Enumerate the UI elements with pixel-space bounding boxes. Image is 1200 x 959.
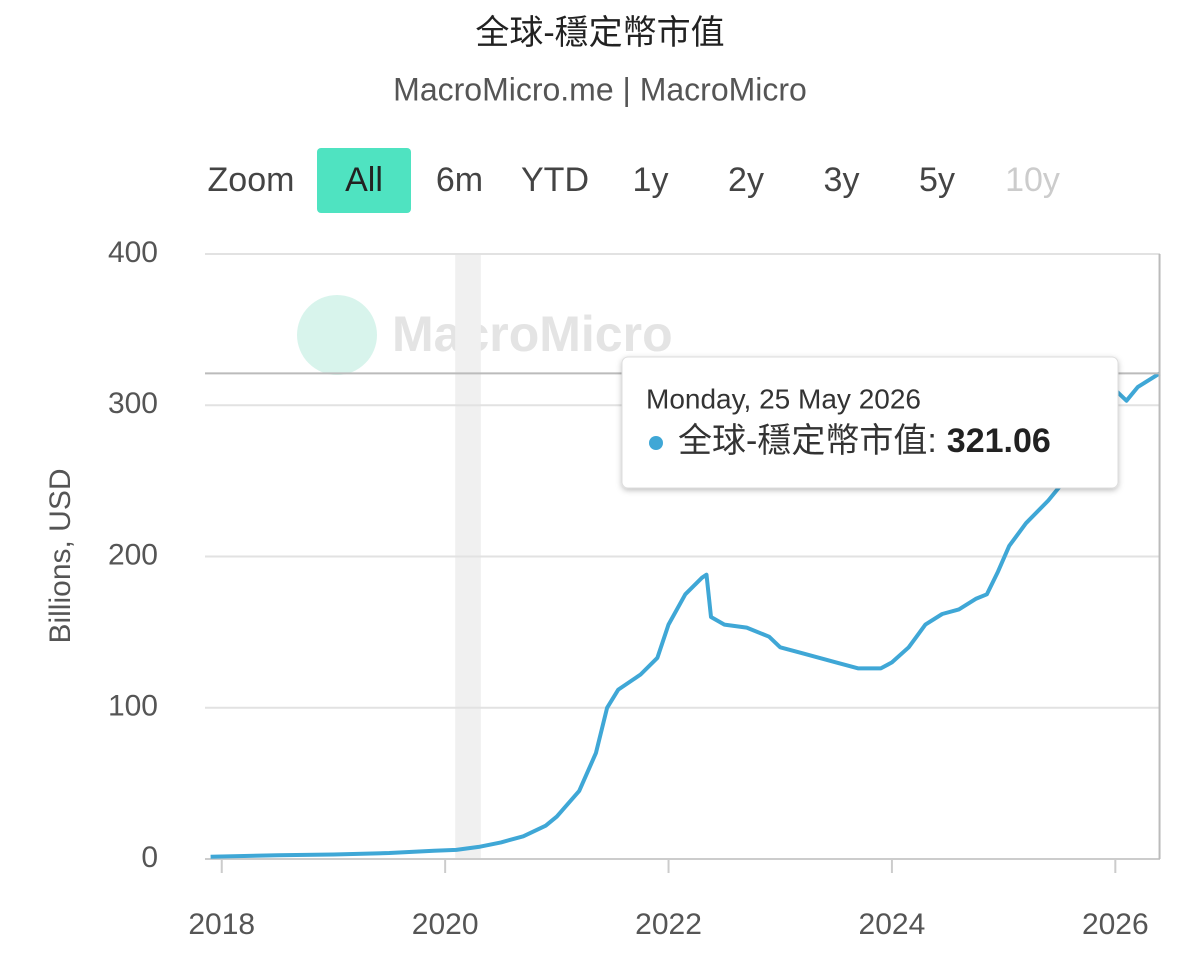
range-button[interactable]: 6m: [436, 161, 483, 199]
range-button[interactable]: All: [317, 148, 411, 213]
range-button[interactable]: 1y: [633, 161, 669, 199]
range-button[interactable]: 3y: [824, 161, 860, 199]
tooltip: Monday, 25 May 2026 全球-穩定幣市值: 321.06: [621, 356, 1119, 489]
range-button-label[interactable]: 3y: [824, 161, 860, 199]
range-button-label[interactable]: 1y: [633, 161, 669, 199]
range-button-label[interactable]: 6m: [436, 161, 483, 199]
watermark: MacroMicro: [392, 306, 673, 362]
range-button[interactable]: 2y: [728, 161, 764, 199]
x-tick-label: 2024: [859, 908, 926, 941]
tooltip-label: 全球-穩定幣市值:: [678, 422, 937, 460]
y-tick-label: 0: [141, 841, 158, 874]
x-tick-label: 2026: [1082, 908, 1149, 941]
chart-title: 全球-穩定幣市值: [475, 14, 724, 52]
range-button: 10y: [1005, 161, 1060, 199]
chart-subtitle: MacroMicro.me | MacroMicro: [393, 71, 807, 107]
x-tick-label: 2020: [412, 908, 479, 941]
tooltip-marker: [649, 436, 663, 450]
x-tick-label: 2018: [188, 908, 255, 941]
tooltip-box: [621, 356, 1119, 489]
y-axis-title: Billions, USD: [44, 468, 77, 643]
x-tick-label: 2022: [635, 908, 702, 941]
tooltip-date: Monday, 25 May 2026: [646, 383, 921, 414]
range-button-label: 10y: [1005, 161, 1060, 199]
tooltip-value: 321.06: [947, 422, 1051, 460]
data-line: [210, 371, 1161, 859]
range-button-bg: [317, 148, 411, 213]
y-tick-label: 300: [108, 387, 158, 420]
range-button[interactable]: 5y: [919, 161, 955, 199]
y-tick-label: 100: [108, 690, 158, 723]
zoom-label: Zoom: [208, 161, 295, 199]
watermark-logo: [297, 295, 377, 375]
range-button-label[interactable]: YTD: [521, 161, 589, 199]
range-button[interactable]: YTD: [521, 161, 589, 199]
y-tick-label: 400: [108, 236, 158, 269]
range-button-label[interactable]: 5y: [919, 161, 955, 199]
y-tick-label: 200: [108, 538, 158, 571]
range-button-label[interactable]: 2y: [728, 161, 764, 199]
range-button-label[interactable]: All: [345, 161, 383, 199]
